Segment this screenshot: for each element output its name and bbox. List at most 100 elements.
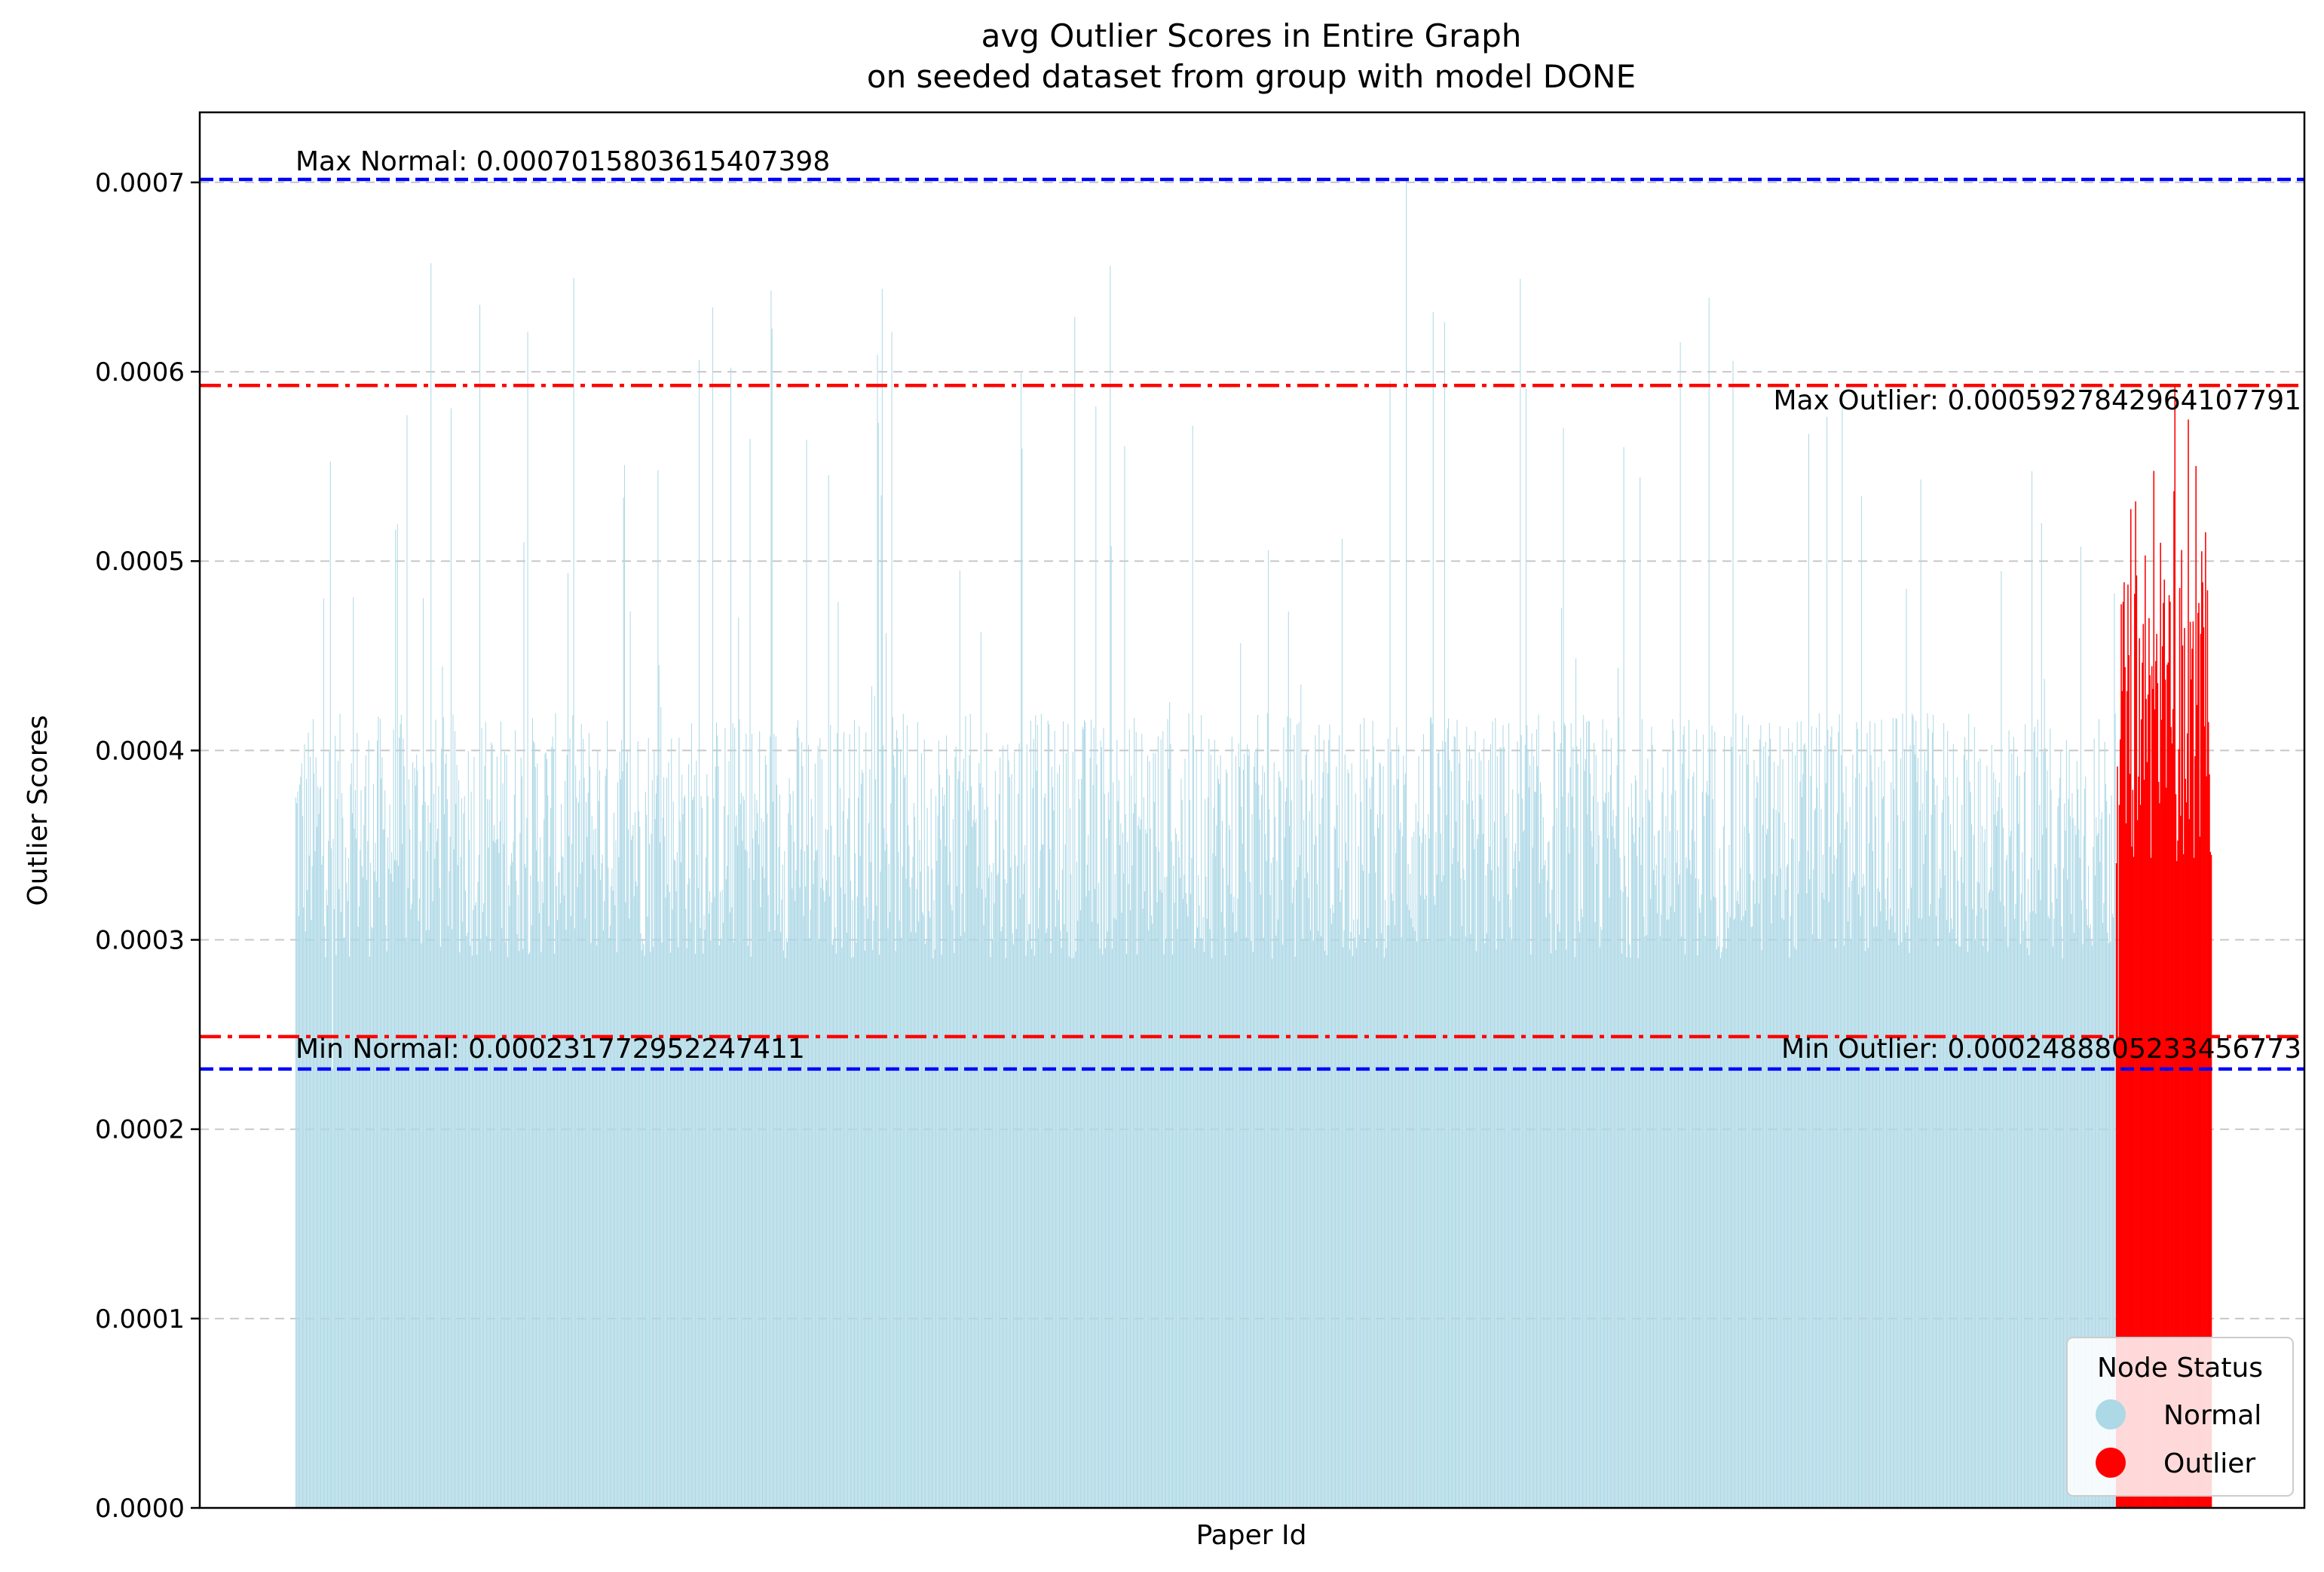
bar-normal [2105,783,2106,1508]
bar-normal [1141,734,1143,1508]
bar-normal [1609,775,1611,1508]
bar-normal [1573,828,1575,1508]
bar-normal [752,838,754,1508]
bar-outlier [2136,575,2138,1508]
bar-normal [1453,735,1455,1508]
bar-normal [371,926,372,1508]
bar-normal [1968,714,1970,1508]
bar-normal [1765,834,1767,1508]
bar-normal [2035,913,2037,1508]
bar-normal [1707,795,1709,1508]
bar-normal [1324,951,1326,1508]
bar-normal [626,750,628,1508]
bar-normal [874,696,875,1508]
bar-normal [1700,912,1701,1508]
bar-normal [1787,864,1788,1508]
bar-normal [2068,749,2070,1508]
bar-normal [1183,875,1185,1508]
bar-normal [350,784,351,1508]
bar-normal [796,727,798,1508]
bar-normal [1969,781,1970,1508]
bar-normal [1970,792,1971,1508]
bar-normal [2011,753,2013,1508]
bar-normal [761,818,762,1508]
bar-normal [1887,878,1888,1508]
bar-normal [1951,918,1952,1508]
bar-normal [993,863,994,1508]
bar-normal [989,864,991,1508]
bar-normal [1370,809,1372,1508]
bar-normal [1123,873,1125,1508]
bar-normal [1163,955,1165,1508]
bar-outlier [2205,532,2206,1508]
bar-normal [779,794,780,1508]
bar-outlier [2171,743,2173,1508]
bar-normal [1349,949,1351,1508]
bar-normal [1257,714,1259,1509]
legend: Node Status Normal Outlier [2066,1337,2294,1497]
bar-normal [1308,898,1309,1508]
bar-normal [1449,760,1450,1508]
bar-normal [1484,943,1486,1508]
bar-normal [1184,758,1186,1508]
bar-normal [2029,912,2031,1508]
bar-normal [1356,948,1358,1508]
bar-normal [1398,745,1399,1508]
bar-normal [1976,881,1978,1508]
bar-normal [2010,831,2012,1508]
bar-normal [1578,921,1579,1508]
bar-normal [1165,939,1167,1508]
bar-outlier [2150,857,2152,1508]
bar-normal [1481,798,1483,1508]
bar-normal [1321,798,1323,1508]
bar-normal [1885,899,1886,1508]
bar-normal [1797,893,1799,1508]
bar-normal [395,529,397,1509]
bar-normal [424,801,426,1508]
bar-normal [1193,735,1194,1509]
bar-normal [1230,893,1232,1508]
bar-normal [636,886,638,1508]
bar-normal [1086,864,1088,1508]
bar-normal [1867,947,1869,1508]
bar-normal [1040,850,1041,1508]
bar-normal [1891,916,1893,1508]
bar-normal [1131,865,1133,1508]
bar-outlier [2126,691,2128,1509]
bar-normal [467,750,469,1508]
bar-normal [1293,887,1294,1508]
bar-normal [1245,937,1247,1508]
bar-normal [1721,951,1722,1508]
bar-normal [545,752,547,1508]
bar-normal [713,798,715,1508]
bar-normal [1061,947,1062,1508]
bar-normal [1989,889,1991,1508]
bar-normal [1862,887,1863,1508]
bar-outlier [2133,856,2135,1508]
bar-normal [1837,814,1839,1508]
bar-normal [336,798,338,1508]
bar-normal [1643,917,1645,1508]
bar-normal [2022,930,2024,1508]
bar-normal [1056,889,1058,1508]
bar-normal [1586,722,1588,1508]
bar-normal [2002,827,2004,1508]
bar-normal [741,792,743,1508]
bar-normal [1307,872,1309,1508]
bar-normal [764,755,766,1508]
bar-normal [717,735,718,1508]
bar-outlier [2167,662,2169,1508]
bar-normal [620,779,621,1508]
bar-normal [816,850,818,1508]
bar-normal [950,851,951,1508]
bar-normal [1057,773,1058,1508]
bar-normal [1448,718,1450,1509]
bar-normal [1833,751,1834,1508]
bar-normal [1102,955,1104,1508]
bar-normal [579,780,580,1508]
bar-normal [409,829,411,1508]
bar-normal [1092,784,1094,1508]
bar-normal [1371,777,1373,1508]
bar-normal [1011,774,1012,1508]
bar-normal [1588,721,1590,1508]
